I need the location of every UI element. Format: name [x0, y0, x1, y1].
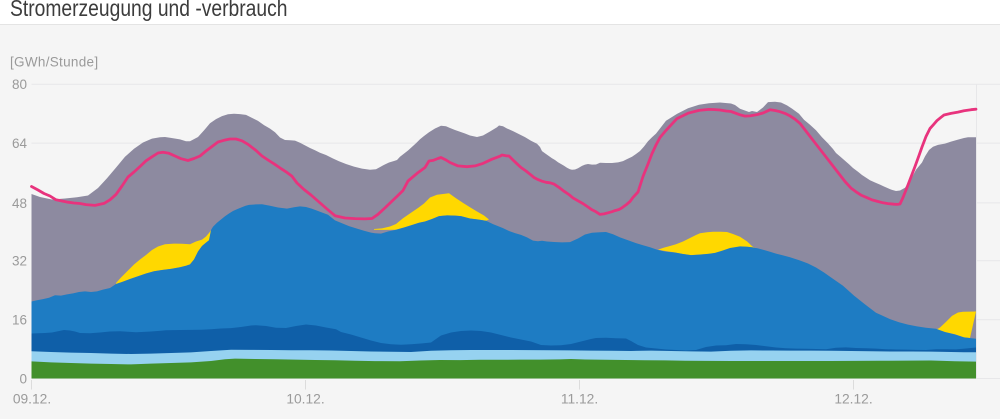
svg-text:80: 80 [12, 77, 27, 92]
svg-text:0: 0 [19, 371, 27, 386]
svg-text:10.12.: 10.12. [286, 391, 324, 406]
svg-text:[GWh/Stunde]: [GWh/Stunde] [10, 55, 98, 70]
svg-text:32: 32 [12, 254, 27, 269]
svg-text:11.12.: 11.12. [561, 391, 598, 406]
svg-text:16: 16 [12, 313, 27, 328]
svg-text:48: 48 [12, 196, 27, 211]
svg-text:09.12.: 09.12. [13, 391, 51, 406]
svg-text:12.12.: 12.12. [834, 391, 872, 406]
svg-text:64: 64 [12, 136, 28, 151]
